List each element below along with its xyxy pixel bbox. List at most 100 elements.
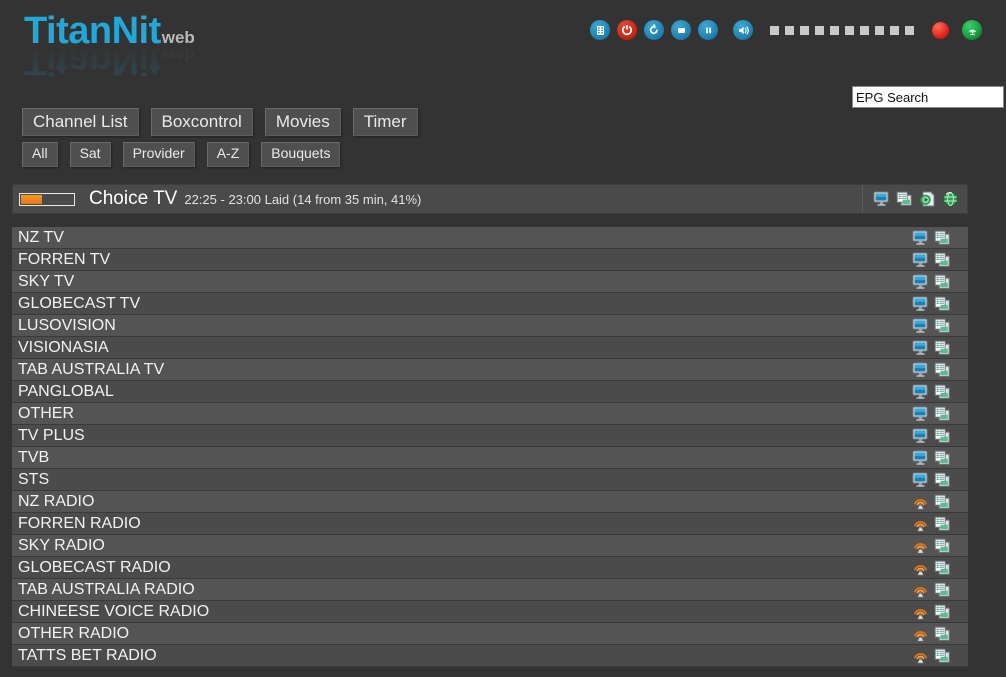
- channel-name[interactable]: TAB AUSTRALIA TV: [18, 360, 165, 378]
- channel-name[interactable]: NZ RADIO: [18, 492, 95, 510]
- channel-name[interactable]: TVB: [18, 448, 50, 466]
- copy-icon[interactable]: [934, 252, 951, 268]
- volume-segment[interactable]: [770, 25, 779, 35]
- radio-icon[interactable]: [912, 560, 929, 576]
- tab-movies[interactable]: Movies: [264, 108, 341, 137]
- channel-row[interactable]: TV PLUS: [12, 425, 968, 447]
- tv-icon[interactable]: [912, 450, 929, 466]
- channel-name[interactable]: OTHER RADIO: [18, 624, 130, 642]
- channel-name[interactable]: FORREN RADIO: [18, 514, 141, 532]
- power-icon[interactable]: [617, 20, 637, 40]
- copy-icon[interactable]: [934, 340, 951, 356]
- copy-icon[interactable]: [934, 296, 951, 312]
- channel-row[interactable]: OTHER RADIO: [12, 623, 968, 645]
- tv-icon[interactable]: [912, 318, 929, 334]
- subtab-a-z[interactable]: A-Z: [206, 142, 250, 167]
- channel-row[interactable]: STS: [12, 469, 968, 491]
- tv-icon[interactable]: [912, 230, 929, 246]
- channel-row[interactable]: TATTS BET RADIO: [12, 645, 968, 667]
- search-input[interactable]: [852, 86, 1004, 108]
- channel-name[interactable]: CHINEESE VOICE RADIO: [18, 602, 210, 620]
- subtab-bouquets[interactable]: Bouquets: [261, 142, 341, 167]
- channel-name[interactable]: OTHER: [18, 404, 74, 422]
- tv-icon[interactable]: [912, 428, 929, 444]
- copy-icon[interactable]: [934, 318, 951, 334]
- channel-name[interactable]: SKY RADIO: [18, 536, 105, 554]
- channel-name[interactable]: PANGLOBAL: [18, 382, 114, 400]
- stop-icon[interactable]: [671, 20, 691, 40]
- copy-icon[interactable]: [934, 494, 951, 510]
- channel-name[interactable]: VISIONASIA: [18, 338, 109, 356]
- channel-name[interactable]: LUSOVISION: [18, 316, 116, 334]
- tab-channel-list[interactable]: Channel List: [22, 108, 139, 137]
- now-playing-bar[interactable]: Choice TV 22:25 - 23:00 Laid (14 from 35…: [12, 184, 968, 214]
- subtab-all[interactable]: All: [22, 142, 58, 167]
- tv-icon[interactable]: [912, 274, 929, 290]
- channel-name[interactable]: NZ TV: [18, 228, 64, 246]
- copy-icon[interactable]: [934, 516, 951, 532]
- radio-icon[interactable]: [912, 582, 929, 598]
- volume-segment[interactable]: [905, 25, 914, 35]
- radio-icon[interactable]: [912, 538, 929, 554]
- tv-icon[interactable]: [912, 384, 929, 400]
- copy-icon[interactable]: [934, 604, 951, 620]
- tab-timer[interactable]: Timer: [352, 108, 418, 137]
- volume-segment[interactable]: [800, 25, 809, 35]
- signal-icon[interactable]: [962, 20, 982, 40]
- copy-icon[interactable]: [934, 626, 951, 642]
- volume-segment[interactable]: [785, 25, 794, 35]
- channel-row[interactable]: VISIONASIA: [12, 337, 968, 359]
- copy-icon[interactable]: [934, 362, 951, 378]
- channel-name[interactable]: SKY TV: [18, 272, 75, 290]
- volume-segment[interactable]: [815, 25, 824, 35]
- channel-row[interactable]: TVB: [12, 447, 968, 469]
- radio-icon[interactable]: [912, 494, 929, 510]
- tv-icon[interactable]: [912, 340, 929, 356]
- radio-icon[interactable]: [912, 604, 929, 620]
- copy-icon[interactable]: [934, 648, 951, 664]
- channel-row[interactable]: LUSOVISION: [12, 315, 968, 337]
- tv-icon[interactable]: [912, 472, 929, 488]
- tv-icon[interactable]: [912, 252, 929, 268]
- channel-row[interactable]: OTHER: [12, 403, 968, 425]
- media-file-icon[interactable]: [919, 191, 936, 207]
- record-icon[interactable]: [932, 21, 949, 39]
- channel-name[interactable]: GLOBECAST TV: [18, 294, 141, 312]
- volume-segment[interactable]: [860, 25, 869, 35]
- radio-icon[interactable]: [912, 516, 929, 532]
- keypad-icon[interactable]: [590, 20, 610, 40]
- tv-icon[interactable]: [912, 362, 929, 378]
- channel-name[interactable]: STS: [18, 470, 50, 488]
- channel-row[interactable]: SKY TV: [12, 271, 968, 293]
- channel-row[interactable]: NZ RADIO: [12, 491, 968, 513]
- channel-name[interactable]: FORREN TV: [18, 250, 111, 268]
- channel-row[interactable]: NZ TV: [12, 227, 968, 249]
- copy-icon[interactable]: [934, 472, 951, 488]
- copy-icon[interactable]: [934, 582, 951, 598]
- channel-row[interactable]: FORREN TV: [12, 249, 968, 271]
- tv-icon[interactable]: [912, 406, 929, 422]
- screen-icon[interactable]: [873, 191, 890, 207]
- tab-boxcontrol[interactable]: Boxcontrol: [150, 108, 253, 137]
- subtab-provider[interactable]: Provider: [122, 142, 195, 167]
- channel-name[interactable]: GLOBECAST RADIO: [18, 558, 171, 576]
- copy-icon[interactable]: [934, 560, 951, 576]
- channel-row[interactable]: CHINEESE VOICE RADIO: [12, 601, 968, 623]
- channel-row[interactable]: FORREN RADIO: [12, 513, 968, 535]
- copy-icon[interactable]: [934, 230, 951, 246]
- pause-icon[interactable]: [698, 20, 718, 40]
- volume-segment[interactable]: [845, 25, 854, 35]
- copy-icon[interactable]: [934, 428, 951, 444]
- copy-icon[interactable]: [934, 274, 951, 290]
- copy-icon[interactable]: [934, 450, 951, 466]
- volume-icon[interactable]: [733, 20, 753, 40]
- channel-name[interactable]: TATTS BET RADIO: [18, 646, 157, 664]
- channel-row[interactable]: GLOBECAST TV: [12, 293, 968, 315]
- volume-segment[interactable]: [875, 25, 884, 35]
- copy-icon[interactable]: [896, 191, 913, 207]
- globe-icon[interactable]: [942, 191, 959, 207]
- copy-icon[interactable]: [934, 538, 951, 554]
- copy-icon[interactable]: [934, 406, 951, 422]
- refresh-icon[interactable]: [644, 20, 664, 40]
- channel-row[interactable]: TAB AUSTRALIA TV: [12, 359, 968, 381]
